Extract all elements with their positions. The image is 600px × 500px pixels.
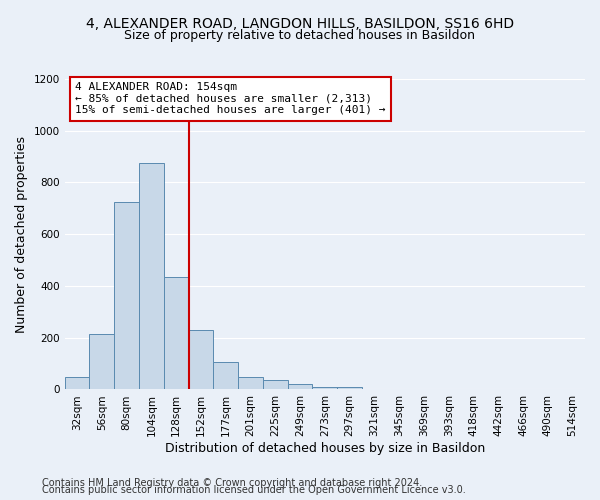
Bar [263,380,287,390]
Y-axis label: Number of detached properties: Number of detached properties [15,136,28,332]
Bar [287,384,313,390]
Text: 4, ALEXANDER ROAD, LANGDON HILLS, BASILDON, SS16 6HD: 4, ALEXANDER ROAD, LANGDON HILLS, BASILD… [86,18,514,32]
Bar [214,362,238,390]
Bar [337,387,362,390]
Bar [139,163,164,390]
Text: Contains public sector information licensed under the Open Government Licence v3: Contains public sector information licen… [42,485,466,495]
Text: Size of property relative to detached houses in Basildon: Size of property relative to detached ho… [125,29,476,42]
Text: 4 ALEXANDER ROAD: 154sqm
← 85% of detached houses are smaller (2,313)
15% of sem: 4 ALEXANDER ROAD: 154sqm ← 85% of detach… [75,82,386,116]
Bar [65,376,89,390]
Text: Contains HM Land Registry data © Crown copyright and database right 2024.: Contains HM Land Registry data © Crown c… [42,478,422,488]
Bar [313,387,337,390]
Bar [188,330,214,390]
Bar [114,202,139,390]
X-axis label: Distribution of detached houses by size in Basildon: Distribution of detached houses by size … [165,442,485,455]
Bar [89,334,114,390]
Bar [238,378,263,390]
Bar [164,277,188,390]
